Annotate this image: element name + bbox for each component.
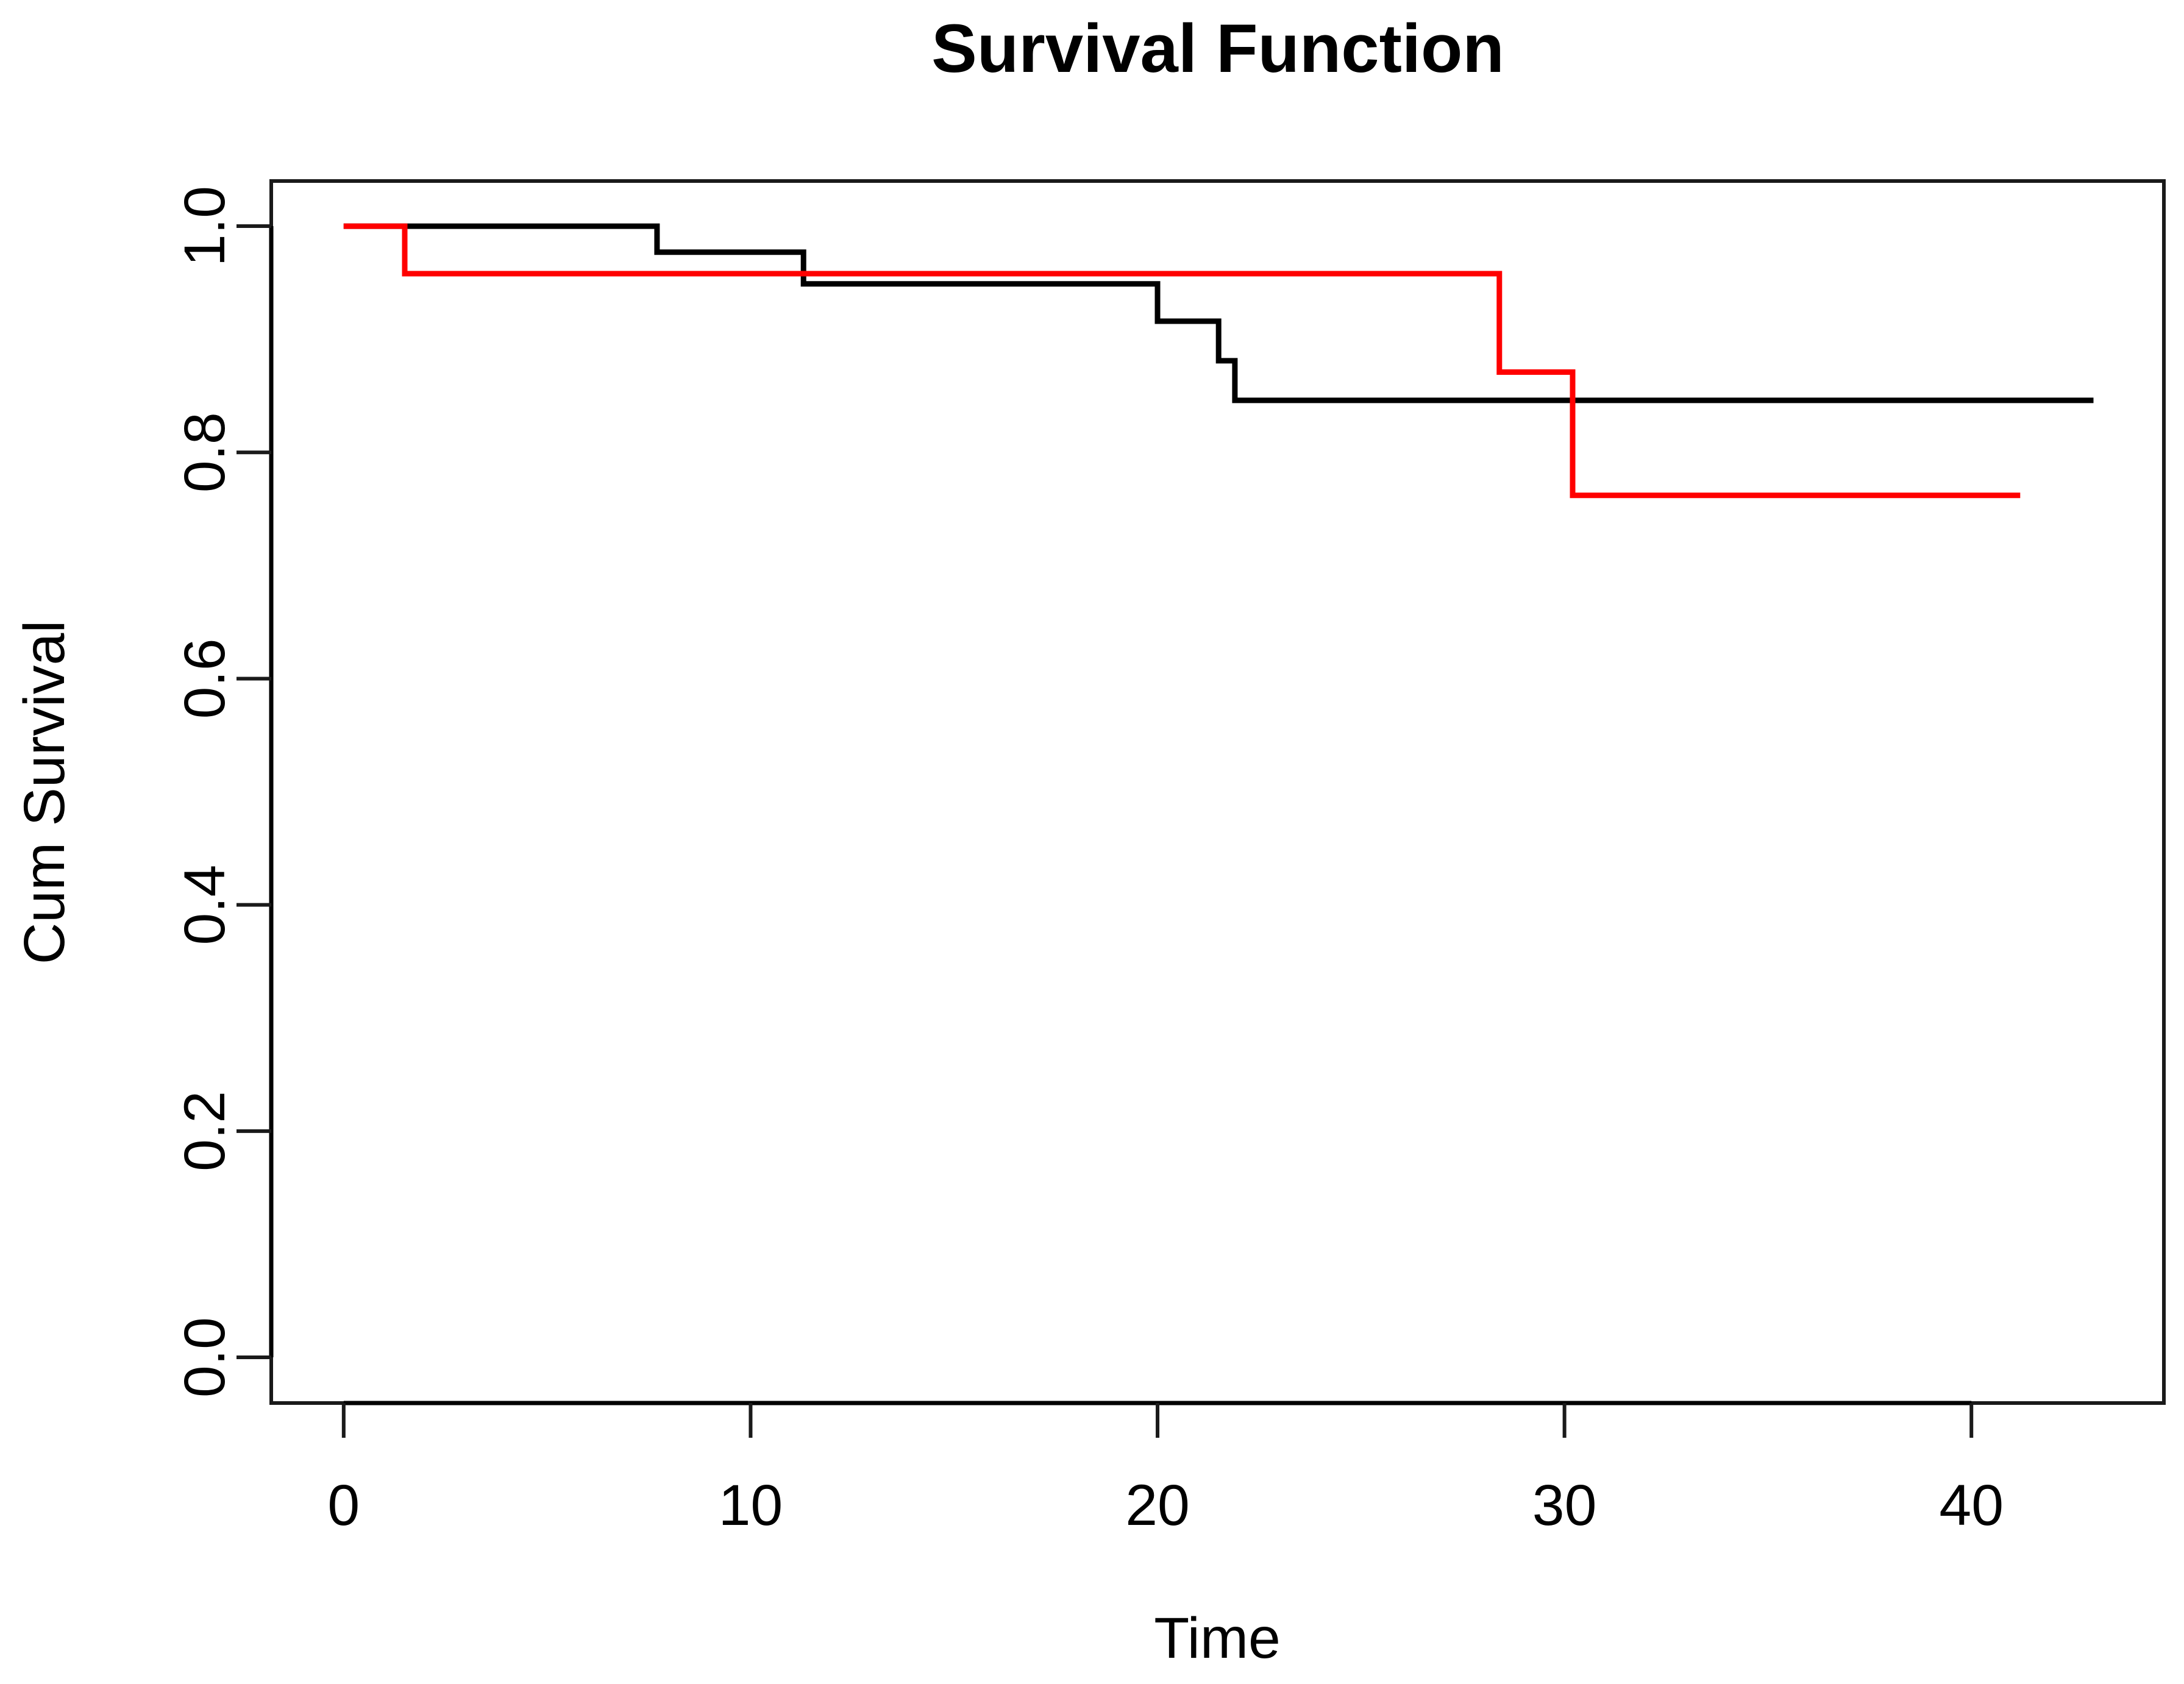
y-tick-label: 0.2 — [173, 1091, 237, 1171]
y-tick-label: 1.0 — [173, 186, 237, 266]
survival-curve-group-red — [343, 223, 2021, 499]
axes-layer: 0 10 20 30 40 0.0 0.2 0.4 0.6 0.8 1.0 — [173, 186, 2004, 1538]
y-tick-label: 0.0 — [173, 1317, 237, 1398]
y-axis-label: Cum Survival — [12, 620, 77, 965]
plot-area-frame — [269, 179, 2166, 1405]
survival-curve-group-black — [343, 223, 2094, 403]
y-tick-label: 0.4 — [173, 865, 237, 945]
x-tick-label: 20 — [1125, 1473, 1190, 1538]
x-tick-label: 0 — [327, 1473, 360, 1538]
x-axis-label: Time — [1154, 1606, 1281, 1671]
y-tick-label: 0.8 — [173, 412, 237, 492]
chart-title: Survival Function — [931, 10, 1504, 87]
series-layer — [343, 223, 2094, 499]
x-tick-label: 40 — [1939, 1473, 2004, 1538]
x-tick-label: 10 — [719, 1473, 783, 1538]
x-tick-label: 30 — [1532, 1473, 1597, 1538]
y-tick-label: 0.6 — [173, 638, 237, 719]
